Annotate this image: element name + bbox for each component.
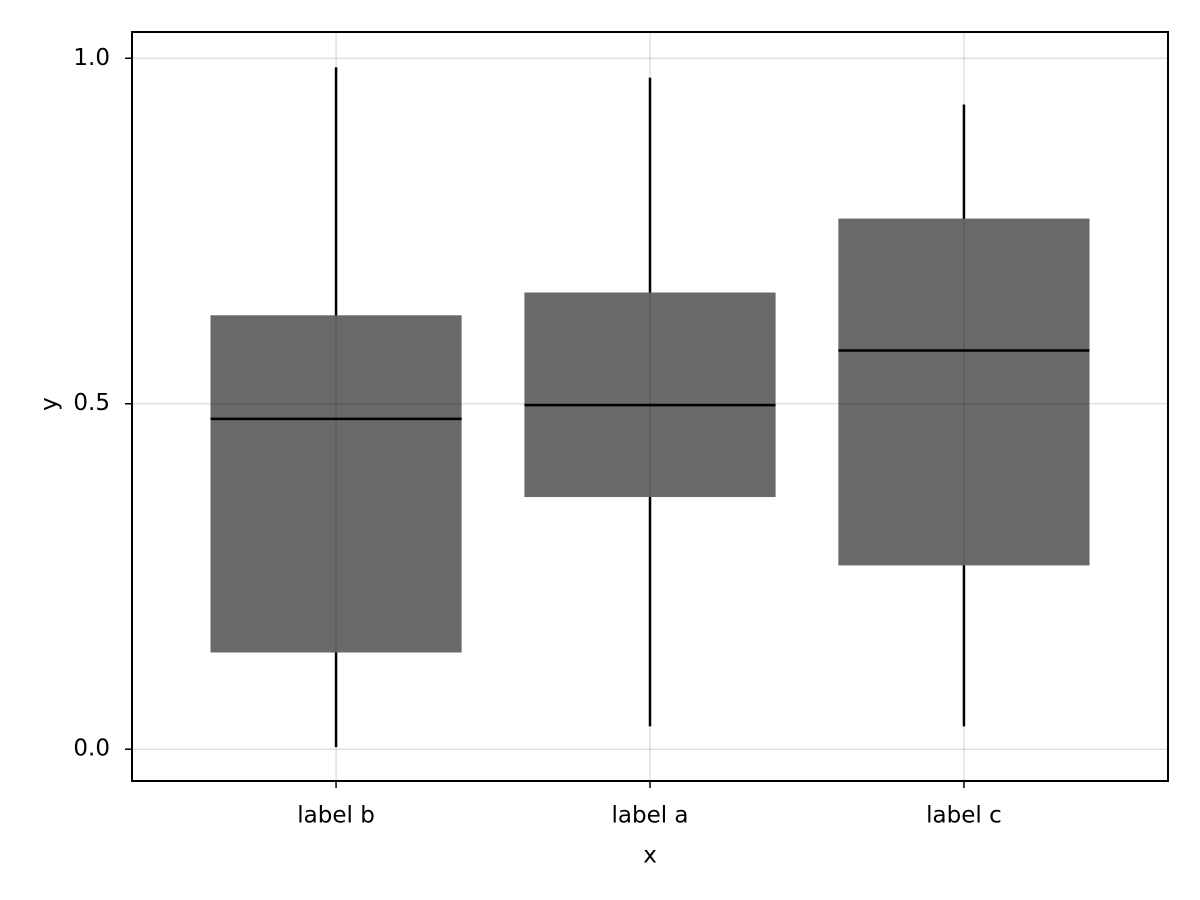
y-axis-label: y: [37, 397, 63, 411]
plot-frame: [131, 31, 1169, 782]
x-tick-label: label b: [297, 803, 375, 829]
x-axis-label: x: [643, 843, 657, 869]
y-tick-label: 0.5: [73, 390, 110, 416]
x-tick-label: label c: [926, 803, 1002, 829]
x-tick-label: label a: [611, 803, 688, 829]
box: [210, 315, 462, 653]
y-tick-label: 0.0: [73, 736, 110, 762]
box: [524, 292, 776, 498]
y-tick-label: 1.0: [73, 45, 110, 71]
box: [838, 218, 1090, 566]
